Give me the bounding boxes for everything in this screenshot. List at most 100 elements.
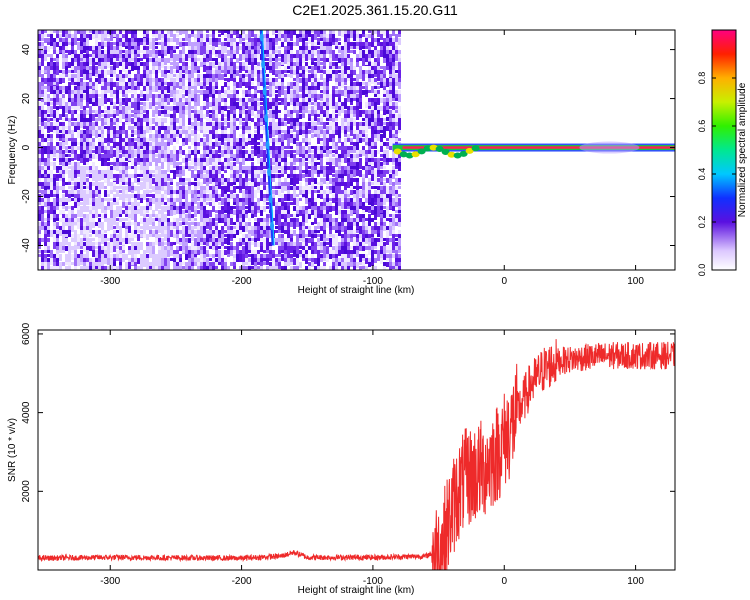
heatmap-cell [314,78,317,82]
heatmap-cell [200,258,203,264]
heatmap-cell [77,262,80,265]
heatmap-cell [191,66,194,69]
heatmap-cell [164,266,167,270]
heatmap-cell [290,94,293,99]
heatmap-cell [299,34,302,37]
heatmap-cell [206,226,209,229]
heatmap-cell [260,234,263,238]
heatmap-cell [146,114,149,121]
heatmap-cell [197,250,200,255]
heatmap-cell [185,130,188,135]
heatmap-cell [281,206,284,211]
heatmap-cell [245,170,248,176]
heatmap-cell [158,250,161,254]
heatmap-cell [317,162,320,165]
heatmap-cell [77,62,80,68]
heatmap-cell [122,198,125,205]
heatmap-cell [191,130,194,136]
heatmap-cell [212,74,215,82]
heatmap-cell [95,258,98,265]
heatmap-cell [224,42,227,46]
heatmap-cell [293,126,296,132]
heatmap-cell [329,178,332,184]
heatmap-cell [341,90,344,96]
heatmap-cell [71,210,74,217]
heatmap-cell [266,246,269,253]
heatmap-cell [143,194,146,200]
heatmap-cell [245,190,248,197]
heatmap-cell [191,162,194,165]
heatmap-cell [185,206,188,210]
heatmap-cell [104,30,107,34]
heatmap-cell [119,226,122,232]
heatmap-cell [173,118,176,124]
heatmap-cell [230,246,233,253]
heatmap-cell [188,122,191,125]
heatmap-cell [305,106,308,113]
heatmap-cell [95,98,98,102]
heatmap-cell [308,90,311,95]
heatmap-cell [89,206,92,212]
heatmap-cell [296,210,299,214]
heatmap-cell [134,258,137,264]
heatmap-cell [89,142,92,146]
heatmap-cell [137,246,140,249]
heatmap-cell [134,110,137,113]
heatmap-cell [92,146,95,149]
heatmap-cell [173,230,176,234]
heatmap-cell [191,50,194,54]
heatmap-cell [65,254,68,261]
heatmap-cell [290,122,293,128]
heatmap-cell [80,118,83,122]
heatmap-cell [254,58,257,65]
heatmap-cell [44,150,47,154]
heatmap-cell [47,262,50,267]
heatmap-cell [341,170,344,174]
heatmap-cell [242,30,245,34]
heatmap-cell [302,114,305,118]
heatmap-cell [194,54,197,59]
heatmap-cell [296,202,299,208]
heatmap-cell [197,38,200,44]
heatmap-cell [155,38,158,41]
heatmap-cell [80,38,83,43]
heatmap-cell [272,70,275,75]
heatmap-cell [83,46,86,53]
heatmap-cell [221,234,224,242]
heatmap-cell [56,254,59,260]
heatmap-cell [260,226,263,230]
heatmap-cell [263,238,266,242]
heatmap-cell [77,122,80,129]
heatmap-cell [191,34,194,37]
heatmap-cell [113,210,116,215]
heatmap-cell [296,178,299,184]
heatmap-cell [95,190,98,194]
heatmap-cell [209,142,212,146]
heatmap-cell [47,194,50,200]
heatmap-cell [290,178,293,185]
heatmap-cell [245,242,248,248]
heatmap-cell [284,182,287,186]
heatmap-cell [182,190,185,197]
heatmap-cell [59,258,62,261]
heatmap-cell [50,118,53,121]
heatmap-cell [302,254,305,261]
heatmap-cell [104,50,107,57]
heatmap-cell [248,266,251,270]
heatmap-cell [209,122,212,129]
heatmap-cell [95,130,98,138]
heatmap-cell [176,110,179,113]
heatmap-cell [137,50,140,57]
heatmap-cell [68,90,71,96]
heatmap-cell [311,254,314,260]
heatmap-cell [206,74,209,80]
heatmap-cell [101,266,104,270]
heatmap-cell [167,66,170,69]
heatmap-cell [149,50,152,57]
heatmap-cell [188,178,191,184]
heatmap-cell [203,234,206,238]
heatmap-cell [80,34,83,41]
heatmap-cell [113,122,116,125]
heatmap-cell [308,110,311,117]
heatmap-cell [284,170,287,174]
